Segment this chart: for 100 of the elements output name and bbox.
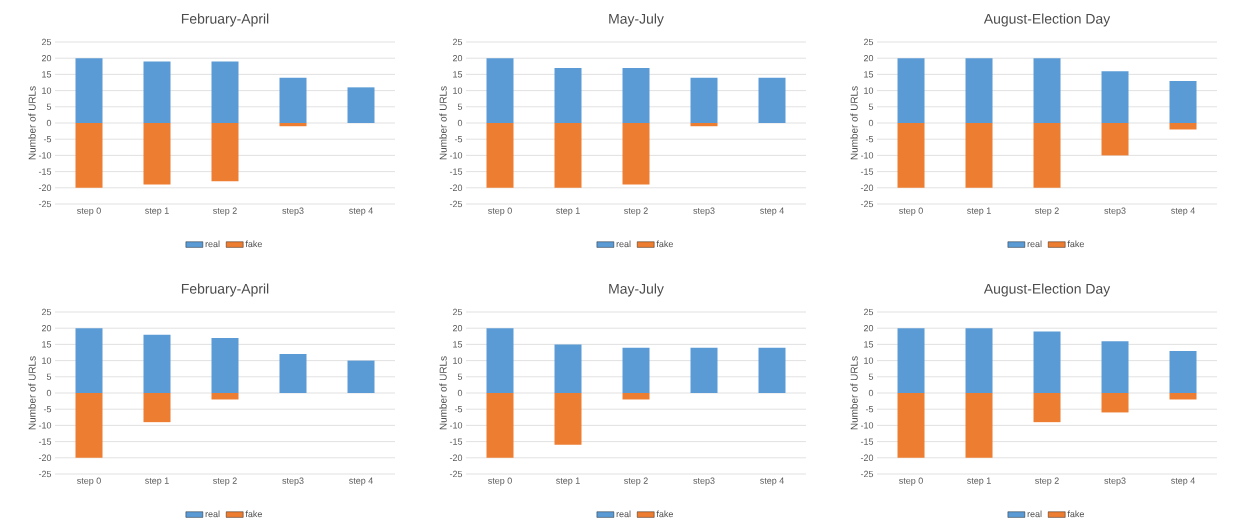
y-tick-label: -25 (860, 200, 874, 208)
y-tick-label: 20 (863, 325, 874, 332)
bar (897, 58, 925, 123)
y-tick-label: 5 (868, 373, 874, 380)
bar (622, 393, 650, 400)
x-tick-label: step 4 (349, 477, 373, 486)
x-tick-label: step3 (282, 207, 304, 216)
y-tick-label: 0 (46, 119, 52, 127)
bar (143, 334, 171, 393)
y-tick-label: 0 (457, 389, 463, 397)
x-tick-label: step3 (693, 207, 715, 216)
bar (1101, 122, 1129, 156)
y-tick-label: 25 (41, 38, 52, 46)
bar (211, 337, 239, 393)
bar (965, 122, 993, 188)
bar (486, 328, 514, 393)
y-tick-label: 0 (868, 389, 874, 397)
y-tick-label: -25 (449, 470, 463, 478)
x-tick-label: step 1 (967, 477, 991, 486)
bar (75, 58, 103, 123)
bar (347, 360, 375, 393)
bar (690, 122, 718, 127)
x-tick-label: step 2 (213, 477, 237, 486)
bar (622, 67, 650, 123)
legend-label: fake (656, 240, 673, 248)
legend-label: real (1027, 240, 1042, 248)
bar (1033, 122, 1061, 188)
bar (1033, 58, 1061, 123)
y-axis-title: Number of URLs (28, 86, 36, 160)
x-tick-label: step 0 (77, 477, 101, 486)
bar (486, 122, 514, 188)
bar (143, 393, 171, 423)
y-tick-label: 20 (452, 55, 463, 62)
chart-title: August-Election Day (983, 283, 1111, 297)
y-tick-label: 0 (46, 389, 52, 397)
bar (1101, 393, 1129, 413)
bar (554, 122, 582, 188)
bar (897, 328, 925, 393)
y-tick-label: 25 (41, 308, 52, 316)
y-tick-label: -5 (43, 406, 52, 413)
x-tick-label: step 2 (1035, 477, 1059, 486)
y-tick-label: 10 (453, 357, 463, 364)
bar (347, 87, 375, 123)
bar (1169, 350, 1197, 393)
y-tick-label: -5 (43, 136, 52, 143)
bar (1169, 80, 1197, 123)
bar (143, 61, 171, 123)
x-tick-label: step 4 (349, 207, 373, 216)
x-tick-label: step 4 (760, 477, 784, 486)
y-tick-label: -20 (449, 184, 463, 191)
y-axis-title: Number of URLs (850, 356, 858, 430)
y-axis-title: Number of URLs (28, 356, 36, 430)
y-tick-label: -10 (860, 152, 874, 159)
x-tick-label: step 4 (1171, 207, 1195, 216)
y-tick-label: 10 (42, 87, 52, 94)
y-tick-label: -10 (860, 422, 874, 429)
bar (1169, 393, 1197, 400)
x-tick-label: step 0 (899, 207, 923, 216)
y-tick-label: 0 (868, 119, 874, 127)
x-tick-label: step 1 (967, 207, 991, 216)
bar (1033, 331, 1061, 393)
bar (554, 67, 582, 123)
y-tick-label: -15 (449, 168, 463, 175)
y-tick-label: 25 (452, 308, 463, 316)
y-tick-label: 25 (452, 38, 463, 46)
legend-label: real (1027, 510, 1042, 518)
y-tick-label: 25 (863, 38, 874, 46)
y-tick-label: 15 (864, 71, 874, 78)
y-tick-label: 15 (453, 341, 463, 348)
bar (965, 393, 993, 458)
bar (758, 347, 786, 393)
y-tick-label: -10 (38, 152, 52, 159)
bar (1101, 341, 1129, 393)
x-tick-label: step 2 (1035, 207, 1059, 216)
y-tick-label: -15 (449, 438, 463, 445)
y-axis-title: Number of URLs (850, 86, 858, 160)
bar (279, 354, 307, 393)
bar (897, 393, 925, 458)
y-tick-label: -20 (38, 454, 52, 461)
bar (622, 122, 650, 185)
y-tick-label: -25 (38, 200, 52, 208)
x-tick-label: step 4 (760, 207, 784, 216)
y-tick-label: 0 (457, 119, 463, 127)
chart-title: August-Election Day (983, 13, 1111, 27)
x-tick-label: step 0 (488, 207, 512, 216)
x-tick-label: step 0 (77, 207, 101, 216)
bar (1033, 393, 1061, 423)
bar (1169, 122, 1197, 130)
y-tick-label: -10 (449, 422, 463, 429)
y-tick-label: 5 (457, 103, 463, 110)
bar (622, 347, 650, 393)
x-tick-label: step3 (693, 477, 715, 486)
y-tick-label: 20 (452, 325, 463, 332)
legend-label: fake (245, 510, 262, 518)
bar (143, 122, 171, 185)
bar (690, 347, 718, 393)
y-tick-label: 20 (41, 55, 52, 62)
y-tick-label: 10 (864, 87, 874, 94)
legend-label: fake (245, 240, 262, 248)
bar (211, 122, 239, 182)
